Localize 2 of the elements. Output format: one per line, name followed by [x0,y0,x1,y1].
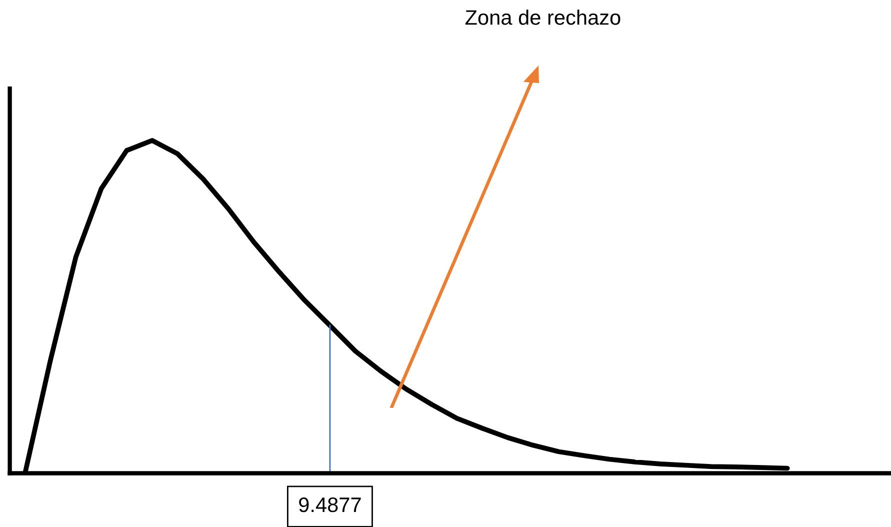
text: Zona de rechazo [465,10,620,25]
annotation: 9.4877 [299,497,361,512]
